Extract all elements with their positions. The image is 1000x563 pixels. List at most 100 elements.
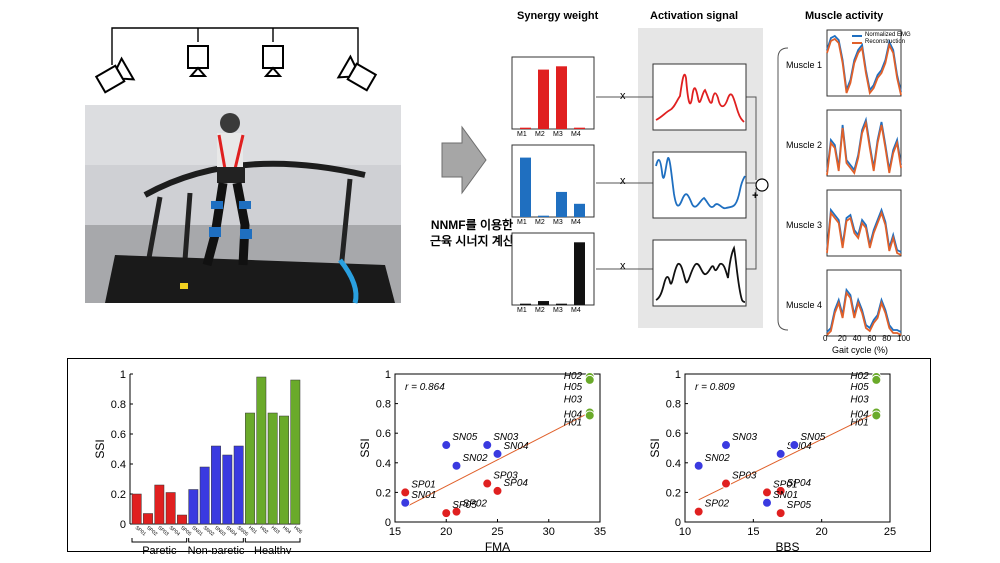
group-bracket [188,538,244,543]
point-label: SN03 [493,432,518,443]
synergy-weight-bar [556,303,567,305]
muscle-tick-label: M4 [571,307,581,314]
x-axis-label: FMA [485,540,510,554]
point-label: SP02 [705,499,730,510]
activation-curve-1 [655,73,745,123]
y-tick-label: 0.6 [376,428,391,440]
camera-icon [187,45,209,77]
ssi-bar [177,514,187,525]
category-label: SP03 [156,525,169,538]
ssi-bar [188,489,199,525]
synergy-weight-bar [520,127,531,129]
category-label: SN04 [224,525,238,538]
synergy-weight-plots [511,56,595,306]
y-axis-label: SSI [93,439,107,458]
gait-tick-label: 80 [882,334,892,343]
data-point [441,508,452,519]
gait-cycle-label: Gait cycle (%) [832,345,889,355]
point-label: SP03 [732,471,757,482]
point-label: SP05 [452,500,477,511]
gait-tick-label: 20 [837,334,847,343]
data-point [441,440,452,451]
synergy-connectors [596,96,769,270]
group-bracket [244,538,301,543]
y-tick-label: 0.6 [666,428,681,440]
synergy-weight-header: Synergy weight [517,10,599,22]
group-label: Non-paretic [188,545,245,554]
camera-rig-diagram [85,27,401,304]
ssi-fma-scatter: 0 0.2 0.4 0.6 0.8 1 15 20 25 30 35 FMA SSI r = 0.864 S… [358,369,606,554]
camera-icon [262,45,284,77]
x-tick-label: 15 [747,526,759,538]
synergy-weight-bar [574,203,585,217]
muscle-activity-plots [777,29,902,337]
plot-frame [684,373,891,523]
activation-curve-3 [655,245,746,303]
data-point [721,440,731,451]
multiply-sign-2: x [620,175,626,187]
activation-curve-2 [655,157,746,210]
point-label: SP04 [504,478,529,489]
legend-emg-entry: Normalized EMG [852,32,911,39]
reconstruction-curve-2 [826,119,902,176]
point-label: SP04 [787,478,812,489]
data-point [789,440,800,451]
synergy-weight-bar [574,242,585,305]
muscle-bracket [777,47,789,331]
plus-sign: + [752,190,759,202]
point-label: H02 [564,371,583,382]
category-label: SN05 [236,525,250,538]
point-label: SP05 [787,500,812,511]
muscle-tick-label: M1 [517,219,527,226]
muscle-tick-label: M2 [535,307,545,314]
gait-tick-label: 60 [867,334,877,343]
y-tick-label: 0.2 [111,489,126,501]
data-point [400,487,411,498]
nnmf-caption-line2: 근육 시너지 계산 [430,234,514,248]
activation-box-3 [652,239,747,307]
data-point [693,506,704,517]
y-tick-label: 0 [385,517,391,529]
category-label: H05 [292,525,303,536]
point-label: SN01 [411,490,436,501]
x-tick-label: 20 [816,526,828,538]
point-label: SP01 [411,479,435,490]
multiply-sign-3: x [620,260,626,272]
muscle-tick-label: M4 [571,131,581,138]
category-label: SN03 [213,525,227,538]
synergy-weight-bar [520,303,531,305]
gait-tick-label: 0 [823,334,828,343]
synergy-weight-bar [538,215,549,217]
muscle-tick-label: M2 [535,219,545,226]
y-tick-label: 1 [675,369,681,381]
camera-icon [94,56,136,94]
data-point [762,497,772,508]
y-tick-label: 1 [385,369,391,381]
muscle-label: Muscle 2 [786,140,823,150]
point-label: SN04 [787,441,812,452]
point-label: SN03 [732,432,757,443]
category-label: SN02 [202,525,216,538]
synergy-weight-bar [556,191,567,217]
ssi-bar [233,445,244,525]
data-point [871,410,882,421]
data-point [482,440,493,451]
data-point [584,410,595,421]
treadmill-photo [85,105,401,304]
synergy-weight-bar [538,301,549,305]
correlation-label: r = 0.809 [695,382,735,393]
legend-emg-swatch [852,34,862,37]
category-label: H01 [247,525,258,536]
ssi-bar [290,379,301,525]
point-label: SN01 [773,490,798,501]
muscle-tick-label: M1 [517,131,527,138]
ssi-bar [256,376,267,525]
x-tick-label: 20 [440,526,452,538]
muscle-activity-header: Muscle activity [805,10,884,22]
data-point [584,374,595,385]
point-label: SN04 [504,441,529,452]
point-label: SP03 [493,471,518,482]
data-point [451,460,462,471]
data-point [693,460,704,471]
y-tick-label: 0 [120,519,126,531]
